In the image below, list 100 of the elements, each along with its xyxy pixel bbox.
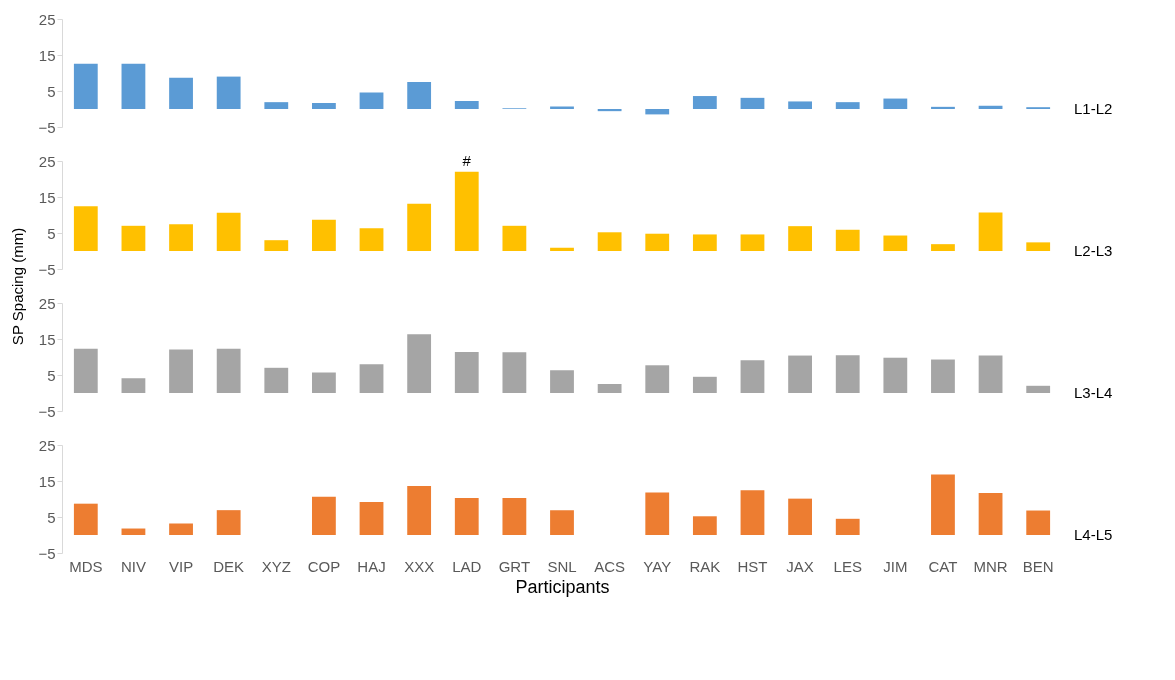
series-label: L3-L4 bbox=[1074, 384, 1113, 401]
bar bbox=[121, 225, 146, 251]
x-tick-label: DEK bbox=[213, 557, 245, 575]
bar bbox=[645, 233, 670, 251]
x-tick-label: HST bbox=[737, 557, 768, 575]
bar bbox=[788, 101, 812, 109]
bar bbox=[73, 348, 98, 393]
bar bbox=[550, 370, 574, 393]
bar bbox=[835, 355, 860, 393]
y-tick-label: 15 bbox=[38, 472, 56, 490]
x-tick-label: COP bbox=[307, 557, 341, 575]
annotation: # bbox=[462, 151, 472, 169]
bar bbox=[73, 206, 98, 251]
x-tick-label: SNL bbox=[547, 557, 577, 575]
x-tick-label: JIM bbox=[883, 557, 908, 575]
bar bbox=[740, 360, 765, 393]
bar bbox=[692, 96, 717, 109]
bar bbox=[312, 102, 336, 109]
bar bbox=[740, 97, 765, 109]
bar bbox=[740, 234, 765, 251]
bar bbox=[978, 212, 1003, 251]
bar bbox=[597, 232, 622, 251]
series-label: L1-L2 bbox=[1074, 100, 1113, 117]
bar bbox=[883, 235, 908, 251]
bar bbox=[73, 63, 98, 109]
bar bbox=[645, 109, 670, 115]
series-label: L2-L3 bbox=[1074, 242, 1113, 259]
bar bbox=[788, 226, 812, 251]
bar bbox=[407, 486, 432, 535]
y-tick-label: 5 bbox=[47, 82, 56, 100]
y-tick-label: 15 bbox=[38, 46, 56, 64]
y-tick-label: −5 bbox=[38, 118, 56, 136]
bar bbox=[454, 497, 479, 535]
y-axis-title: SP Spacing (mm) bbox=[9, 227, 27, 346]
bar bbox=[264, 240, 289, 251]
bar bbox=[978, 355, 1003, 393]
y-tick-label: 5 bbox=[47, 508, 56, 526]
y-tick-label: −5 bbox=[38, 544, 56, 562]
bar bbox=[312, 372, 336, 393]
bar bbox=[264, 102, 289, 109]
bar bbox=[502, 352, 527, 393]
bar bbox=[264, 367, 289, 393]
bar bbox=[169, 77, 193, 109]
y-tick-label: 15 bbox=[38, 188, 56, 206]
bar bbox=[1026, 385, 1051, 393]
bar bbox=[73, 503, 98, 535]
bar bbox=[407, 82, 432, 109]
bar bbox=[407, 334, 432, 393]
bar bbox=[169, 349, 193, 393]
x-tick-label: BEN bbox=[1022, 557, 1054, 575]
x-tick-label: MNR bbox=[973, 557, 1008, 575]
bar bbox=[883, 98, 908, 109]
bar bbox=[788, 498, 812, 535]
bar bbox=[692, 516, 717, 535]
bar bbox=[359, 501, 384, 535]
bar bbox=[931, 474, 955, 535]
x-tick-label: YAY bbox=[643, 557, 672, 575]
bar bbox=[121, 378, 146, 393]
bar bbox=[835, 229, 860, 251]
bar bbox=[978, 492, 1003, 535]
bar bbox=[931, 106, 955, 109]
x-tick-label: RAK bbox=[689, 557, 721, 575]
bar bbox=[216, 76, 241, 109]
bar bbox=[121, 63, 146, 109]
bar bbox=[645, 492, 670, 535]
x-tick-label: XXX bbox=[404, 557, 435, 575]
bar bbox=[740, 490, 765, 535]
bar bbox=[502, 497, 527, 535]
x-tick-label: HAJ bbox=[357, 557, 386, 575]
y-tick-label: 25 bbox=[38, 294, 56, 312]
bar bbox=[550, 510, 574, 535]
bar bbox=[788, 355, 812, 393]
y-tick-label: 25 bbox=[38, 152, 56, 170]
bar bbox=[359, 364, 384, 393]
x-tick-label: VIP bbox=[168, 557, 194, 575]
bar bbox=[597, 109, 622, 112]
bar bbox=[359, 228, 384, 251]
y-tick-label: −5 bbox=[38, 402, 56, 420]
bar bbox=[931, 359, 955, 393]
bar bbox=[169, 224, 193, 251]
bar bbox=[835, 518, 860, 535]
bar bbox=[1026, 510, 1051, 535]
x-tick-label: JAX bbox=[786, 557, 814, 575]
bar bbox=[407, 203, 432, 251]
x-tick-label: ACS bbox=[594, 557, 626, 575]
bar bbox=[550, 247, 574, 251]
bar bbox=[1026, 242, 1051, 251]
x-tick-label: LES bbox=[833, 557, 862, 575]
y-tick-label: −5 bbox=[38, 260, 56, 278]
bar bbox=[550, 106, 574, 109]
x-tick-label: CAT bbox=[928, 557, 958, 575]
x-tick-label: MDS bbox=[69, 557, 103, 575]
bar bbox=[216, 348, 241, 393]
y-tick-label: 5 bbox=[47, 366, 56, 384]
bar bbox=[359, 92, 384, 109]
bar bbox=[931, 244, 955, 251]
x-tick-label: LAD bbox=[452, 557, 482, 575]
x-axis-title: Participants bbox=[515, 576, 610, 597]
bar bbox=[692, 376, 717, 393]
x-tick-label: NIV bbox=[120, 557, 146, 575]
